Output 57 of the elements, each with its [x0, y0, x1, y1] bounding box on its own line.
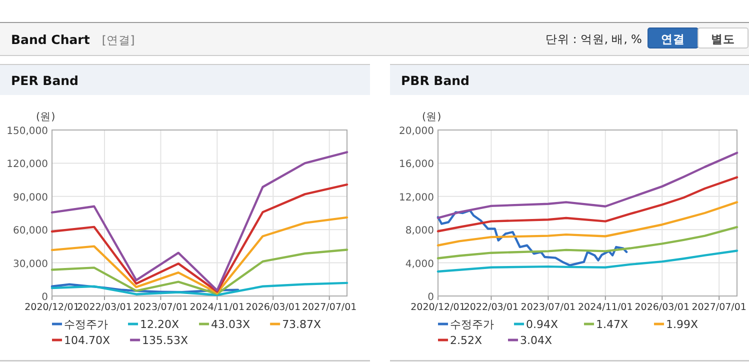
y-tick-label: 4,000 — [405, 258, 434, 270]
legend-label: 1.99X — [666, 318, 698, 331]
text: 단위 : 억원, 배, % — [545, 32, 642, 46]
line-series — [436, 250, 738, 273]
legend-label: 12.20X — [140, 318, 180, 331]
line-series — [50, 183, 348, 293]
chart-title: PER Band — [11, 73, 78, 88]
text: 별도 — [711, 32, 735, 46]
y-tick-label: 150,000 — [6, 126, 48, 137]
legend-label: 135.53X — [142, 334, 189, 347]
line-series — [50, 216, 348, 294]
x-tick-label: 2022/03/01 — [77, 302, 132, 313]
x-tick-label: 2023/07/01 — [520, 302, 576, 313]
x-tick-label: 2027/07/01 — [692, 302, 746, 313]
y-tick-label: 12,000 — [399, 192, 434, 204]
x-tick-label: 2024/11/01 — [190, 302, 245, 313]
x-tick-label: 2023/07/01 — [133, 302, 188, 313]
y-tick-label: 90,000 — [13, 192, 48, 204]
line-series — [50, 283, 240, 294]
line-series — [436, 209, 628, 266]
y-tick-label: 60,000 — [13, 226, 48, 237]
x-tick-label: 2020/12/01 — [24, 302, 80, 313]
chart-title: PBR Band — [401, 73, 470, 88]
text: [연결] — [102, 33, 135, 47]
legend-label: 104.70X — [64, 334, 110, 347]
y-tick-label: 120,000 — [6, 159, 48, 170]
y-tick-label: 8,000 — [405, 226, 434, 237]
text: Band Chart — [11, 32, 90, 47]
y-tick-label: 16,000 — [399, 159, 434, 170]
y-tick-label: 20,000 — [399, 126, 434, 137]
line-series — [436, 226, 738, 260]
line-series — [50, 282, 348, 296]
y-tick-label: 30,000 — [13, 258, 48, 270]
line-series — [50, 151, 348, 292]
legend-label: 2.52X — [450, 334, 482, 347]
x-tick-label: 2027/07/01 — [302, 302, 357, 313]
y-axis-title: (원) — [422, 111, 442, 123]
y-axis-title: (원) — [36, 111, 56, 123]
legend-label: 수정주가 — [450, 318, 494, 331]
text: 연결 — [661, 32, 685, 46]
x-tick-label: 2024/11/01 — [578, 302, 633, 313]
legend-label: 수정주가 — [64, 318, 108, 331]
x-tick-label: 2020/12/01 — [410, 302, 466, 313]
line-series — [50, 248, 348, 295]
line-series — [436, 201, 738, 246]
x-tick-label: 2022/03/01 — [464, 302, 519, 313]
legend-label: 1.47X — [596, 318, 628, 331]
legend-label: 3.04X — [520, 334, 552, 347]
legend-label: 43.03X — [211, 318, 251, 331]
y-tick-label: 0 — [42, 292, 48, 303]
line-series — [436, 152, 738, 220]
y-tick-label: 0 — [428, 292, 434, 303]
line-series — [436, 176, 738, 232]
x-tick-label: 2026/03/01 — [246, 302, 301, 313]
legend-label: 73.87X — [282, 318, 322, 331]
x-tick-label: 2026/03/01 — [634, 302, 690, 313]
legend-label: 0.94X — [526, 318, 558, 331]
